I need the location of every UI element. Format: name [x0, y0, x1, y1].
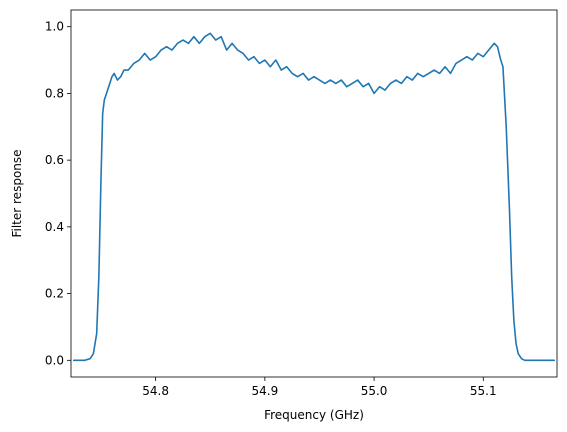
- y-tick-label-4: 0.8: [45, 86, 64, 100]
- x-axis-label: Frequency (GHz): [264, 408, 364, 422]
- y-tick-label-0: 0.0: [45, 353, 64, 367]
- y-tick-label-3: 0.6: [45, 153, 64, 167]
- y-tick-label-5: 1.0: [45, 20, 64, 34]
- x-tick-label-1: 54.9: [251, 384, 278, 398]
- plot-frame: [70, 9, 558, 378]
- x-tick-label-3: 55.1: [470, 384, 497, 398]
- plot-area: [72, 32, 556, 362]
- y-tick-label-1: 0.2: [45, 287, 64, 301]
- x-tick-label-2: 55.0: [361, 384, 388, 398]
- y-tick-label-2: 0.4: [45, 220, 64, 234]
- x-tick-label-0: 54.8: [142, 384, 169, 398]
- y-axis-label: Filter response: [10, 149, 24, 237]
- axis-ticks: 54.8 54.9 55.0 55.1 0.0 0.2 0.4 0.6 0.8 1.0: [45, 20, 497, 398]
- series-line-0: [72, 32, 556, 362]
